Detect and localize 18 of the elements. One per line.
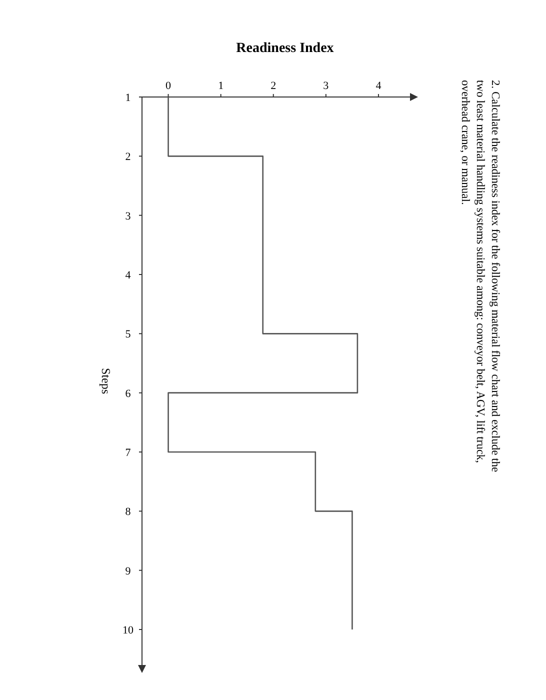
x-tick-label: 0 — [166, 80, 172, 92]
text: 2. Calculate the readiness index for the following material flow chart and exclude the two least material handling systems suitable among: conveyor belt, AGV, lift truck, overhead crane, or manual. — [459, 80, 501, 472]
x-tick-label: 2 — [270, 80, 276, 92]
y-tick-label: 2 — [125, 151, 131, 164]
y-tick-label: 4 — [125, 270, 132, 282]
x-tick-label: 1 — [218, 80, 224, 92]
y-tick-label: 9 — [125, 565, 132, 578]
y-tick-label: 10 — [122, 624, 134, 636]
y-tick-label: 3 — [125, 210, 132, 222]
y-tick-label: 7 — [125, 447, 132, 459]
y-axis-title: Steps — [99, 368, 113, 394]
y-tick-label: 5 — [125, 328, 132, 341]
x-tick-label: 3 — [323, 80, 330, 92]
x-axis-title: Readiness Index — [236, 41, 334, 56]
y-tick-label: 1 — [125, 92, 131, 104]
x-tick-label: 4 — [376, 80, 382, 92]
y-tick-label: 6 — [125, 388, 132, 400]
y-tick-label: 8 — [125, 506, 132, 518]
